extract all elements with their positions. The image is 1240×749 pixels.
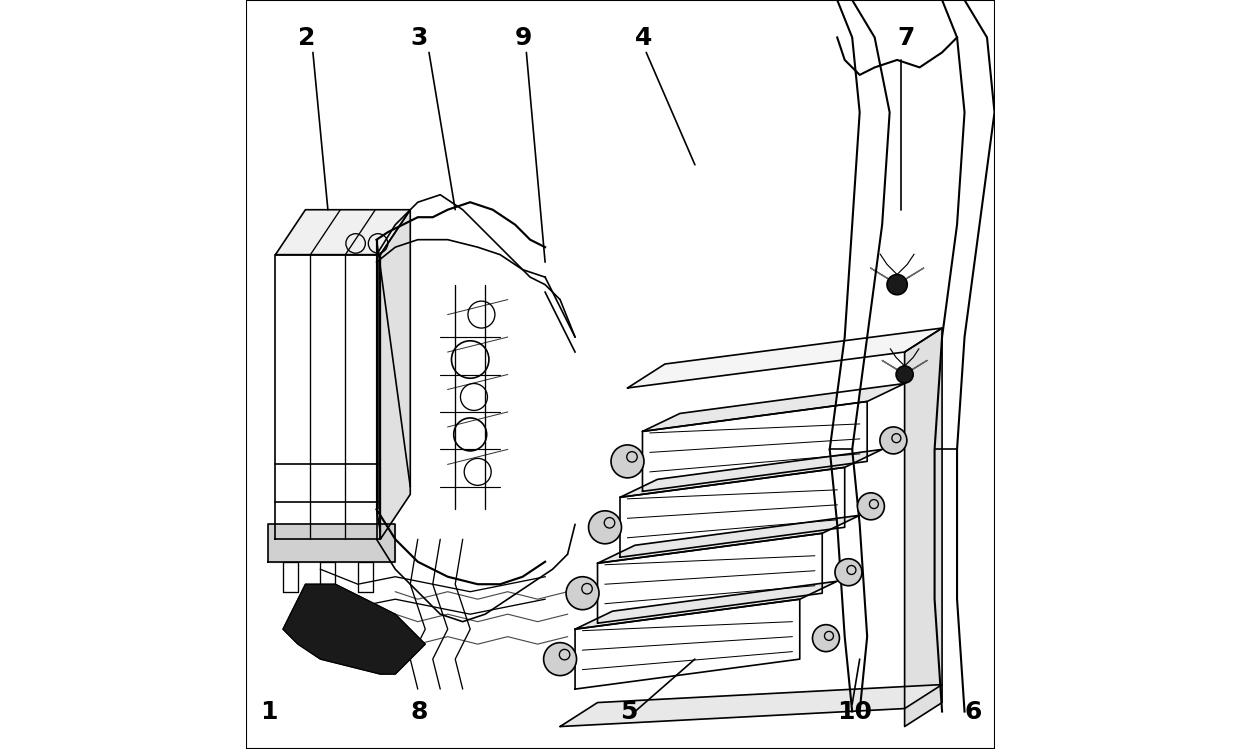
Polygon shape (283, 562, 298, 592)
Circle shape (543, 643, 577, 676)
Polygon shape (830, 0, 889, 449)
Polygon shape (575, 599, 800, 689)
Polygon shape (642, 383, 905, 431)
Polygon shape (598, 515, 859, 563)
Text: 1: 1 (260, 700, 278, 724)
Text: 7: 7 (897, 26, 915, 50)
Polygon shape (275, 210, 410, 255)
Circle shape (887, 275, 908, 294)
Circle shape (880, 427, 906, 454)
Polygon shape (905, 360, 928, 374)
Polygon shape (598, 533, 822, 623)
Polygon shape (381, 210, 410, 539)
Polygon shape (905, 328, 942, 727)
Circle shape (835, 559, 862, 586)
Polygon shape (870, 268, 897, 285)
Polygon shape (882, 360, 905, 374)
Polygon shape (320, 562, 335, 592)
Text: 9: 9 (515, 26, 532, 50)
Circle shape (589, 511, 621, 544)
Polygon shape (642, 401, 867, 491)
Polygon shape (620, 467, 844, 557)
Text: 2: 2 (298, 26, 315, 50)
Text: 6: 6 (965, 700, 982, 724)
Text: 3: 3 (410, 26, 428, 50)
Polygon shape (560, 685, 942, 727)
Circle shape (567, 577, 599, 610)
Polygon shape (283, 584, 425, 674)
Polygon shape (575, 581, 837, 629)
Text: 4: 4 (635, 26, 652, 50)
Circle shape (812, 625, 839, 652)
Polygon shape (620, 449, 882, 497)
Polygon shape (358, 562, 373, 592)
Polygon shape (268, 524, 396, 562)
Polygon shape (627, 328, 942, 388)
Text: 8: 8 (410, 700, 428, 724)
Polygon shape (897, 268, 924, 285)
Circle shape (857, 493, 884, 520)
Circle shape (897, 366, 913, 383)
Circle shape (611, 445, 644, 478)
Text: 10: 10 (837, 700, 872, 724)
Text: 5: 5 (620, 700, 637, 724)
Polygon shape (275, 255, 381, 539)
